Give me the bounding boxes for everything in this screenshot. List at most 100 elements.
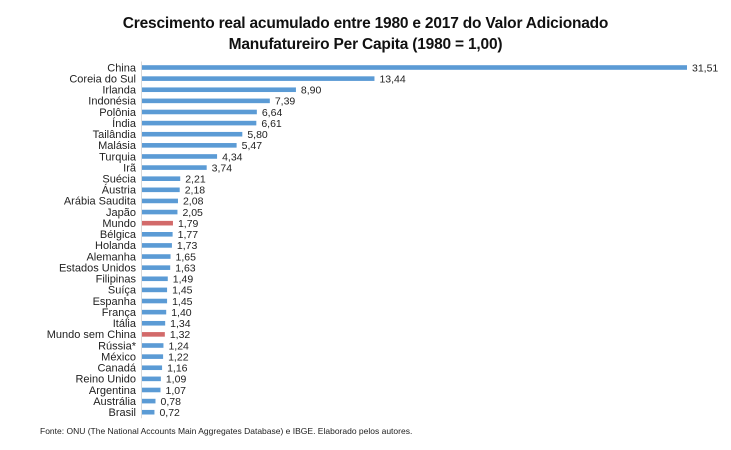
- bar: [142, 131, 243, 137]
- category-label: Canadá: [97, 363, 136, 375]
- value-label: 1,34: [170, 318, 191, 330]
- value-label: 5,80: [247, 129, 268, 141]
- category-label: Filipinas: [96, 274, 137, 286]
- category-label: Japão: [106, 207, 136, 219]
- bar: [142, 376, 161, 382]
- chart-subtitle: Manufatureiro Per Capita (1980 = 1,00): [228, 36, 503, 53]
- value-label: 6,61: [261, 118, 282, 130]
- bar: [142, 254, 171, 259]
- value-label: 0,78: [160, 396, 181, 408]
- bar: [142, 76, 375, 81]
- value-label: 2,05: [182, 207, 203, 219]
- value-label: 1,77: [178, 229, 199, 241]
- bar: [142, 209, 178, 215]
- value-label: 1,63: [175, 262, 196, 274]
- value-label: 1,16: [167, 363, 188, 375]
- value-label: 1,24: [168, 340, 189, 352]
- category-label: Tailândia: [93, 129, 137, 141]
- value-label: 1,22: [168, 351, 189, 363]
- category-label: Mundo: [102, 218, 136, 230]
- bar: [142, 154, 218, 159]
- value-label: 1,73: [177, 240, 198, 252]
- bar: [142, 387, 161, 393]
- chart-title: Crescimento real acumulado entre 1980 e …: [122, 15, 609, 32]
- value-label: 1,49: [173, 274, 194, 286]
- category-label: Indonésia: [88, 96, 137, 108]
- bar: [142, 109, 257, 115]
- bar: [142, 409, 155, 415]
- value-label: 1,45: [172, 296, 193, 308]
- bar: [142, 165, 207, 170]
- bar: [142, 98, 270, 104]
- value-label: 7,39: [275, 96, 296, 108]
- category-label: Brasil: [108, 407, 136, 419]
- category-label: Irlanda: [102, 85, 137, 97]
- value-label: 5,47: [242, 140, 263, 152]
- bar: [142, 298, 168, 304]
- value-label: 2,08: [183, 196, 204, 208]
- bar: [142, 343, 164, 348]
- category-label: China: [107, 62, 137, 74]
- value-label: 4,34: [222, 151, 243, 163]
- value-label: 8,90: [301, 85, 322, 97]
- value-label: 1,07: [166, 385, 187, 397]
- bar: [142, 243, 172, 248]
- category-label: Índia: [112, 117, 137, 130]
- bar: [142, 398, 156, 404]
- category-label: Turquia: [99, 151, 137, 163]
- value-label: 1,40: [171, 307, 192, 319]
- bar: [142, 354, 164, 359]
- category-label: Austrália: [93, 396, 137, 408]
- bar: [142, 320, 166, 326]
- bar: [142, 265, 171, 270]
- bar: [142, 232, 173, 237]
- value-label: 31,51: [692, 62, 718, 74]
- category-label: Holanda: [95, 240, 137, 252]
- category-label: Malásia: [98, 140, 137, 152]
- bar: [142, 365, 163, 371]
- value-label: 2,18: [185, 185, 206, 197]
- category-label: Irã: [123, 162, 137, 174]
- bar: [142, 65, 687, 70]
- bar: [142, 143, 237, 148]
- bar: [142, 87, 296, 93]
- category-label: Espanha: [93, 296, 137, 308]
- value-label: 1,45: [172, 285, 193, 297]
- category-label: Bélgica: [100, 229, 137, 241]
- value-label: 13,44: [379, 73, 405, 85]
- category-label: Alemanha: [86, 251, 136, 263]
- bar: [142, 276, 168, 282]
- bar: [142, 187, 180, 193]
- value-label: 2,21: [185, 174, 206, 186]
- bar: [142, 287, 168, 293]
- value-label: 6,64: [262, 107, 283, 119]
- value-label: 3,74: [212, 162, 233, 174]
- category-label: Suécia: [102, 174, 137, 186]
- value-label: 1,65: [176, 251, 197, 263]
- bar: [142, 120, 257, 126]
- category-label: Argentina: [89, 385, 137, 397]
- category-label: Rússia*: [98, 340, 137, 352]
- category-label: México: [101, 351, 136, 363]
- category-label: França: [102, 307, 137, 319]
- bar: [142, 198, 178, 204]
- category-label: Estados Unidos: [59, 262, 137, 274]
- bar: [142, 176, 181, 181]
- category-label: Arábia Saudita: [64, 196, 137, 208]
- category-label: Itália: [113, 318, 137, 330]
- category-label: Polônia: [99, 107, 137, 119]
- category-label: Mundo sem China: [47, 329, 137, 341]
- value-label: 1,09: [166, 374, 187, 386]
- value-label: 1,79: [178, 218, 199, 230]
- bar-highlight: [142, 332, 165, 337]
- source-note: Fonte: ONU (The National Accounts Main A…: [40, 426, 413, 436]
- category-label: Suíça: [108, 285, 137, 297]
- category-label: Coreia do Sul: [69, 73, 136, 85]
- bar-highlight: [142, 220, 173, 226]
- value-label: 0,72: [159, 407, 180, 419]
- category-label: Reino Unido: [75, 374, 136, 386]
- bar: [142, 309, 167, 315]
- category-label: Áustria: [102, 184, 137, 197]
- value-label: 1,32: [170, 329, 191, 341]
